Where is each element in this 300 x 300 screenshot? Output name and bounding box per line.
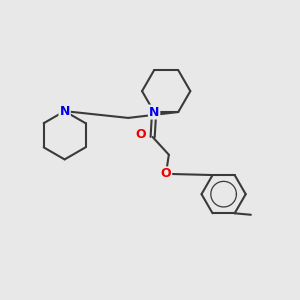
Text: N: N [149, 106, 159, 118]
Text: N: N [59, 105, 70, 118]
Text: O: O [160, 167, 171, 180]
Text: O: O [135, 128, 146, 141]
